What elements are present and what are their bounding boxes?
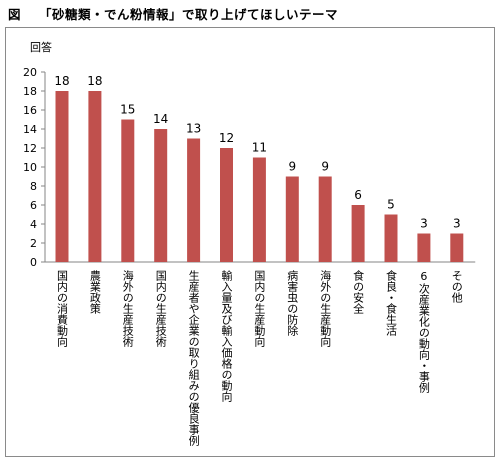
x-tick-label: その他 <box>450 270 463 303</box>
y-tick-label: 0 <box>30 256 37 269</box>
data-label: 3 <box>453 217 461 231</box>
x-tick-label: 食の安全 <box>352 269 365 314</box>
data-label: 5 <box>387 198 395 212</box>
x-tick-label: 輸入量及び輸入価格の動向 <box>220 269 233 402</box>
bar <box>55 91 69 262</box>
chart-frame <box>5 27 495 457</box>
data-label: 9 <box>321 160 329 174</box>
x-tick-label: 国内の生産技術 <box>154 270 167 347</box>
x-tick-label: 海外の生産技術 <box>121 269 134 347</box>
data-label: 18 <box>87 74 102 88</box>
y-tick-label: 2 <box>30 237 37 250</box>
x-tick-label: 6次産業化の動向・事例 <box>417 270 430 393</box>
bar <box>220 148 233 262</box>
data-label: 3 <box>420 217 428 231</box>
data-label: 11 <box>252 141 267 155</box>
y-tick-label: 16 <box>23 104 37 117</box>
x-tick-label: 食良・食生活 <box>385 269 398 337</box>
bar <box>417 233 431 262</box>
figure-label: 図 <box>8 7 22 22</box>
data-label: 9 <box>288 160 296 174</box>
x-tick-label: 農業政策 <box>88 269 101 314</box>
bar <box>187 138 201 262</box>
bar <box>121 119 135 262</box>
data-label: 14 <box>153 112 168 126</box>
y-tick-label: 14 <box>23 123 37 136</box>
x-tick-label: 生産者や企業の取り組みの優良事例 <box>187 269 200 446</box>
bar <box>285 176 299 262</box>
y-axis-label: 回答 <box>30 40 52 54</box>
y-tick-label: 18 <box>23 85 37 98</box>
data-label: 18 <box>54 74 69 88</box>
bar <box>88 91 102 262</box>
x-tick-label: 病害虫の防除 <box>286 269 299 336</box>
y-tick-label: 4 <box>30 218 37 231</box>
x-tick-label: 国内の消費動向 <box>56 270 69 347</box>
x-tick-label: 国内の生産動向 <box>253 270 266 347</box>
data-label: 6 <box>354 188 362 202</box>
bar <box>450 233 464 262</box>
data-label: 12 <box>219 131 234 145</box>
data-label: 15 <box>120 103 135 117</box>
figure-title-text: 「砂糖類・でん粉情報」で取り上げてほしいテーマ <box>39 7 339 22</box>
bar <box>252 157 266 262</box>
bar <box>351 205 365 262</box>
y-tick-label: 6 <box>30 199 37 212</box>
y-tick-label: 12 <box>23 142 37 155</box>
y-tick-label: 8 <box>30 180 37 193</box>
y-tick-label: 10 <box>23 161 37 174</box>
data-label: 13 <box>186 122 201 136</box>
figure-title: 図 「砂糖類・でん粉情報」で取り上げてほしいテーマ <box>8 4 338 23</box>
y-tick-label: 20 <box>23 66 37 79</box>
x-tick-label: 海外の生産動向 <box>319 269 332 347</box>
bar <box>384 214 398 262</box>
bar <box>154 129 168 262</box>
bar <box>318 176 332 262</box>
